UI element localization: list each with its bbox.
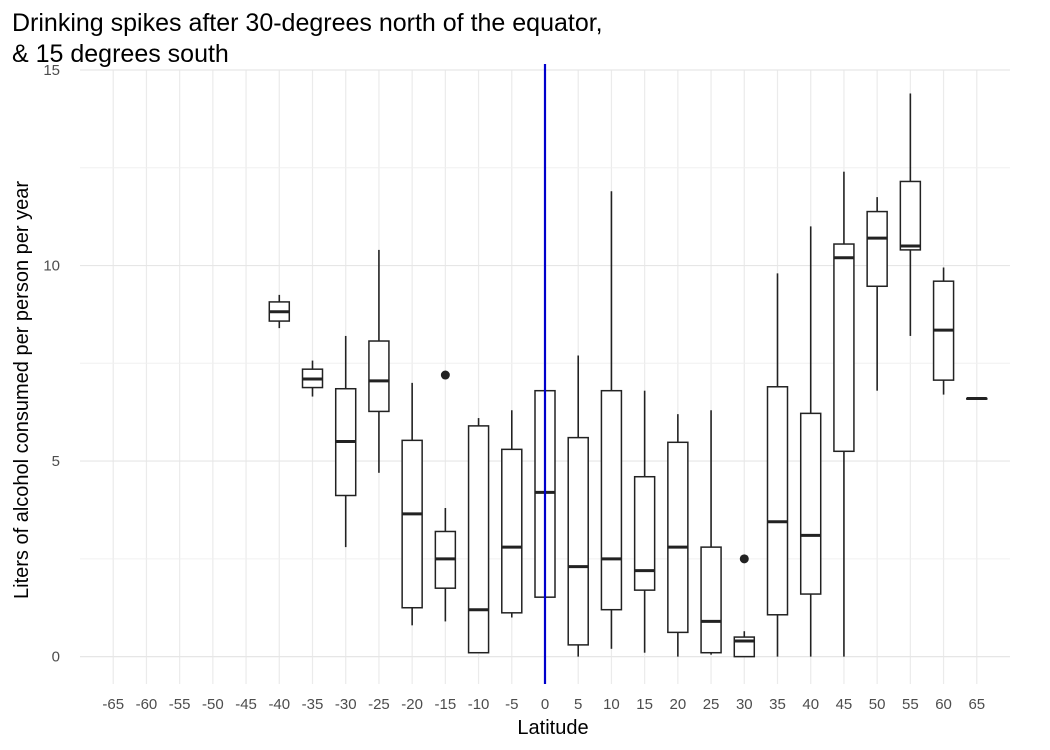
box-lat--40 [268,294,291,329]
box-lat-45 [833,171,855,657]
x-tick-label: 30 [736,696,753,713]
box-lat--10 [467,418,490,654]
chart-title-line-2: & 15 degrees south [12,40,229,68]
box-lat--20 [401,382,423,626]
box-lat--25 [368,249,390,473]
box-iqr [567,436,589,646]
box-lat-40 [799,226,822,657]
x-tick-label: 20 [670,696,687,713]
x-tick-label: -5 [505,696,518,713]
box-iqr [866,210,888,288]
box-lat--30 [334,335,357,548]
x-tick-label: 5 [574,696,582,713]
y-tick-label: 15 [43,62,60,79]
x-tick-label: -50 [202,696,224,713]
x-tick-label: -20 [401,696,423,713]
box-lat--35 [301,360,324,397]
x-tick-label: -60 [136,696,158,713]
x-tick-label: 25 [703,696,720,713]
box-iqr [633,475,656,591]
box-lat-50 [866,197,888,391]
y-tick-label: 0 [52,649,60,666]
x-tick-label: 55 [902,696,919,713]
x-tick-label: 40 [802,696,819,713]
box-series [268,93,988,658]
box-lat-35 [766,273,789,657]
x-tick-label: -40 [268,696,290,713]
x-tick-label: 60 [935,696,952,713]
box-iqr [700,546,722,654]
box-lat-25 [700,410,722,655]
x-tick-label: 45 [836,696,853,713]
y-axis-title: Liters of alcohol consumed per person pe… [11,181,33,599]
x-tick-label: -35 [302,696,324,713]
chart-title-line-1: Drinking spikes after 30-degrees north o… [12,9,603,37]
x-tick-label: -45 [235,696,257,713]
x-axis-title: Latitude [517,717,588,739]
outlier-point [440,370,450,380]
box-lat--15 [434,370,457,622]
box-iqr [467,425,490,654]
box-lat-65 [966,397,988,401]
x-tick-label: 65 [968,696,985,713]
box-iqr [833,243,855,453]
chart-title: Drinking spikes after 30-degrees north o… [12,8,603,70]
x-tick-label: -15 [435,696,457,713]
box-iqr [899,180,922,251]
y-tick-labels: 0 5 10 15 [43,62,60,666]
x-tick-label: 35 [769,696,786,713]
box-lat-10 [600,191,623,649]
x-tick-labels: -65 -60 -55 -50 -45 -40 -35 -30 -25 -20 -15 -10 -5 0 5… [102,696,985,713]
box-iqr [799,412,822,595]
x-tick-label: 0 [541,696,549,713]
box-lat-30 [733,554,756,658]
box-lat-20 [667,414,689,657]
box-iqr [501,448,523,614]
x-tick-label: -55 [169,696,191,713]
box-iqr [368,340,390,413]
box-lat-15 [633,390,656,653]
box-iqr [667,441,689,634]
x-tick-label: -10 [468,696,490,713]
box-lat-60 [932,267,955,395]
x-tick-label: -65 [102,696,124,713]
y-tick-label: 10 [43,258,60,275]
x-tick-label: 50 [869,696,886,713]
box-lat-5 [567,355,589,657]
box-iqr [766,386,789,616]
x-tick-label: 10 [603,696,620,713]
box-iqr [401,439,423,609]
outlier-point [739,554,749,564]
box-lat--5 [501,410,523,618]
box-lat-55 [899,93,922,336]
x-tick-label: -30 [335,696,357,713]
box-iqr [600,389,623,611]
x-tick-label: 15 [636,696,653,713]
y-tick-label: 5 [52,453,60,470]
x-tick-label: -25 [368,696,390,713]
